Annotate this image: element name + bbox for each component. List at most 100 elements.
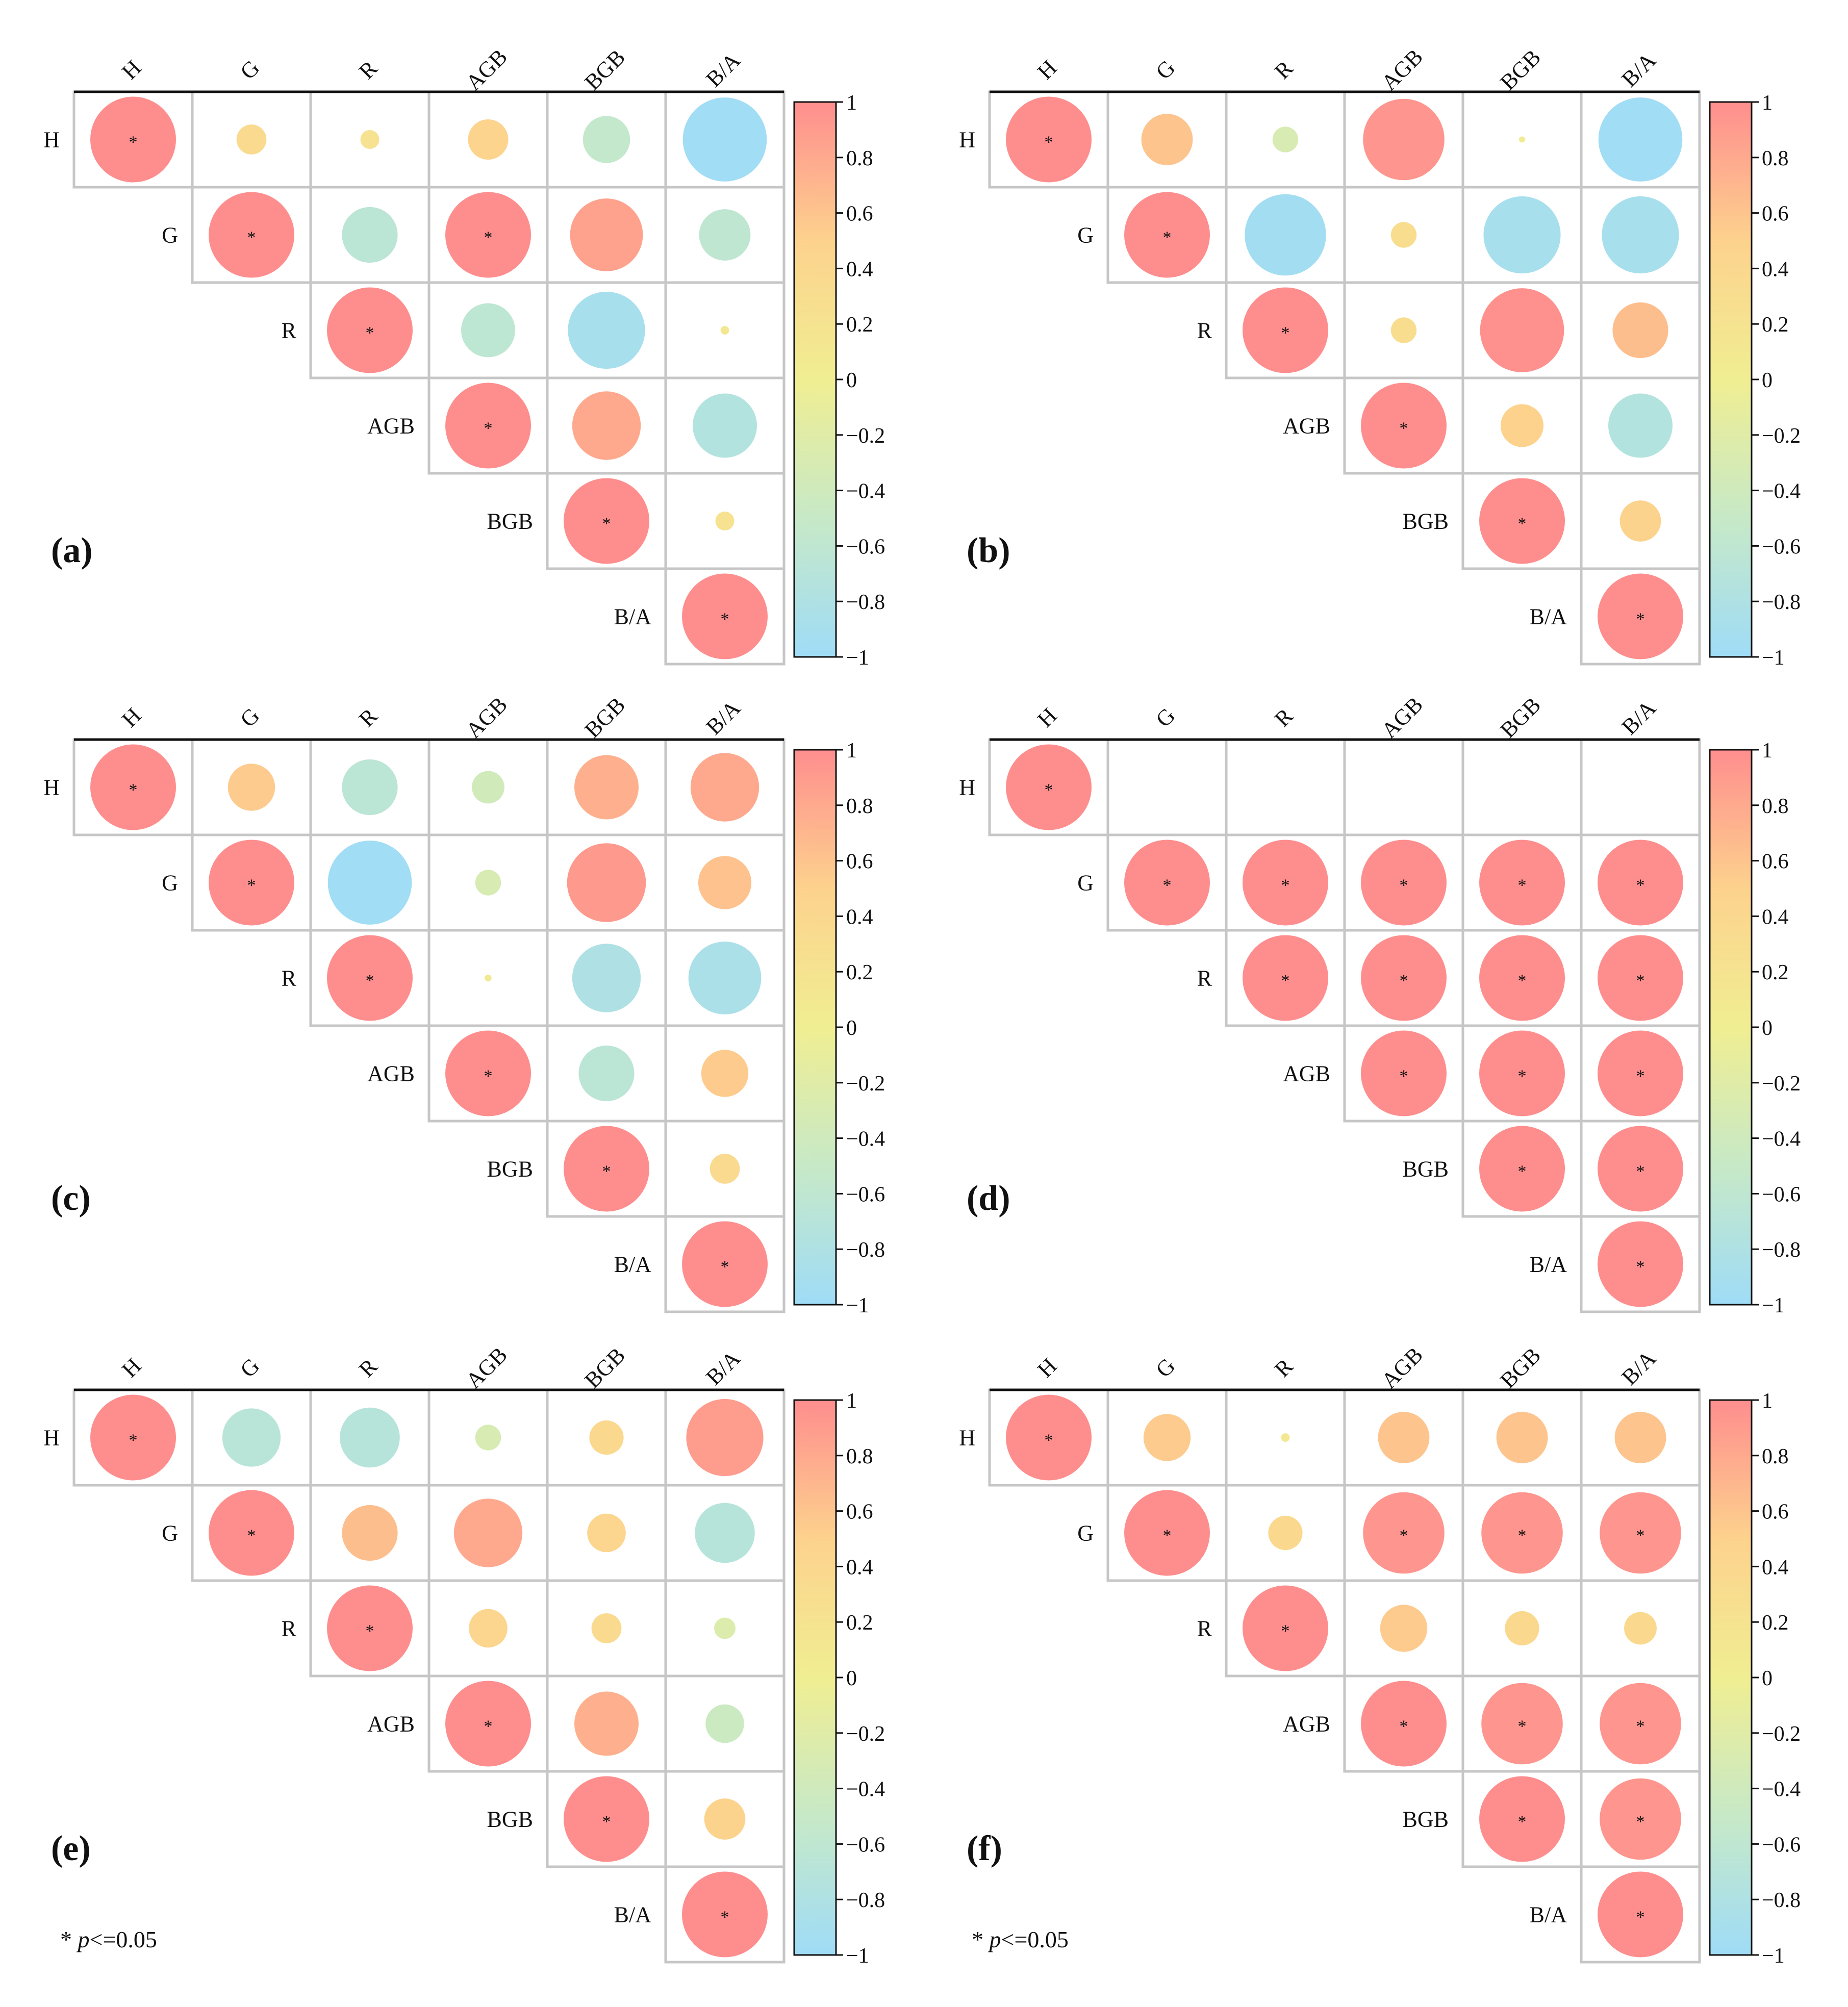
- column-label-agb: AGB: [1377, 44, 1428, 95]
- correlation-circle-1-1: [1124, 1490, 1210, 1576]
- correlation-circle-0-2: [342, 759, 398, 816]
- significance-marker-2-2: *: [1281, 1622, 1290, 1641]
- correlation-circle-1-4: [567, 843, 646, 922]
- correlation-circle-1-3: [453, 1498, 523, 1567]
- correlation-circle-3-3: [445, 1681, 531, 1767]
- correlation-circle-0-1: [1141, 114, 1193, 165]
- matrix-cell-0-5: [1580, 738, 1701, 836]
- column-label-g: G: [235, 1353, 264, 1382]
- matrix-cell-5-5: [664, 567, 786, 666]
- matrix-cell-5-5: [1580, 1865, 1701, 1964]
- correlation-circle-2-4: [1479, 935, 1565, 1021]
- column-label-r: R: [354, 1354, 383, 1382]
- correlation-panel-d: H G R AGB BGB B/A * * * * * * * * * * * * * * * * H G R AGB BGB B/A…: [959, 692, 1801, 1317]
- row-label-r: R: [1197, 966, 1212, 991]
- colorbar-tick-label-7: −0.4: [1762, 1128, 1801, 1151]
- correlation-circle-1-1: [209, 192, 294, 278]
- colorbar-tick-label-9: −0.8: [1762, 1889, 1801, 1912]
- correlation-circle-4-4: [564, 1126, 649, 1212]
- matrix-cell-5-5: [664, 1215, 786, 1313]
- correlation-circle-0-5: [682, 97, 767, 182]
- column-label-bgb: BGB: [1496, 693, 1546, 743]
- column-label-g: G: [235, 55, 264, 84]
- correlation-circle-2-4: [1480, 288, 1564, 372]
- correlation-circle-3-4: [1481, 1683, 1563, 1765]
- correlation-circle-1-2: [1268, 1515, 1303, 1551]
- correlation-circle-2-4: [1505, 1611, 1539, 1646]
- correlation-circle-1-4: [587, 1513, 626, 1553]
- colorbar-tick-label-8: −0.6: [846, 535, 885, 558]
- correlation-circle-5-5: [1598, 573, 1683, 659]
- colorbar-tick-label-8: −0.6: [1762, 535, 1801, 558]
- correlation-circle-2-3: [1361, 935, 1447, 1021]
- column-label-b-a: B/A: [1617, 695, 1661, 740]
- correlation-circle-2-5: [720, 326, 729, 335]
- matrix-cell-0-4: [1461, 738, 1583, 836]
- colorbar-tick-label-0: 1: [846, 739, 857, 763]
- matrix-cell-0-1: [1106, 738, 1228, 836]
- correlation-circle-2-3: [1380, 1605, 1428, 1652]
- correlation-circle-3-3: [1361, 1030, 1447, 1116]
- column-label-h: H: [1032, 1353, 1061, 1382]
- correlation-circle-2-3: [1390, 317, 1417, 343]
- significance-marker-5-5: *: [721, 1908, 729, 1927]
- correlation-panel-a: H G R AGB BGB B/A * * * * * * * H G R AGB BGB B/A (a) 1 0.8 0.…: [43, 44, 885, 670]
- colorbar-tick-label-2: 0.6: [1762, 202, 1789, 226]
- colorbar-tick-label-5: 0: [1762, 1667, 1773, 1690]
- colorbar-tick-label-5: 0: [846, 1667, 857, 1690]
- significance-note-left: * p<=0.05: [60, 1926, 157, 1953]
- column-label-r: R: [1270, 1354, 1298, 1382]
- significance-marker-0-0: *: [1045, 133, 1053, 152]
- colorbar: [793, 749, 837, 1306]
- column-label-h: H: [117, 55, 146, 84]
- significance-marker-3-3: *: [1400, 1067, 1408, 1086]
- colorbar-tick-label-3: 0.4: [1762, 905, 1789, 929]
- row-label-bgb: BGB: [487, 1157, 533, 1182]
- correlation-circle-1-2: [342, 207, 398, 263]
- colorbar-tick-label-1: 0.8: [1762, 147, 1789, 170]
- correlation-circle-4-5: [1600, 1778, 1681, 1860]
- correlation-circle-1-3: [1363, 1492, 1445, 1574]
- panel-label: (b): [967, 531, 1010, 570]
- column-label-b-a: B/A: [1617, 1345, 1661, 1390]
- note-p: p: [989, 1926, 1001, 1952]
- correlation-circle-2-5: [688, 942, 762, 1014]
- colorbar-tick-label-2: 0.6: [1762, 850, 1789, 874]
- row-label-agb: AGB: [1283, 414, 1330, 439]
- colorbar-tick-label-1: 0.8: [846, 795, 873, 818]
- significance-marker-2-2: *: [366, 324, 374, 343]
- row-label-agb: AGB: [367, 1712, 415, 1737]
- significance-marker-1-1: *: [247, 1527, 256, 1545]
- correlation-circle-3-3: [1361, 383, 1447, 469]
- significance-marker-5-5: *: [1636, 1258, 1645, 1277]
- column-label-bgb: BGB: [580, 45, 630, 95]
- correlation-circle-0-4: [1519, 136, 1525, 143]
- colorbar-tick-label-6: −0.2: [1762, 424, 1801, 448]
- row-label-agb: AGB: [367, 414, 415, 439]
- row-label-g: G: [1077, 871, 1094, 896]
- colorbar-tick-label-0: 1: [1762, 91, 1773, 115]
- matrix-cell-5-5: [664, 1865, 786, 1964]
- column-label-g: G: [235, 703, 264, 732]
- colorbar: [1709, 1399, 1753, 1956]
- correlation-circle-3-5: [1598, 1030, 1683, 1116]
- colorbar-tick-label-2: 0.6: [846, 850, 873, 874]
- correlation-circle-1-1: [209, 1490, 294, 1576]
- significance-marker-0-0: *: [129, 781, 138, 800]
- correlation-circle-3-4: [574, 1691, 639, 1756]
- note-symbol: *: [60, 1926, 72, 1952]
- significance-marker-1-1: *: [247, 876, 256, 895]
- correlation-panel-b: H G R AGB BGB B/A * * * * * * H G R AGB BGB B/A (b) 1 0.8 0.6…: [959, 44, 1801, 670]
- significance-marker-1-3: *: [1400, 876, 1408, 895]
- correlation-panel-c: H G R AGB BGB B/A * * * * * * H G R AGB BGB B/A (c) 1 0.8 0.6…: [43, 692, 885, 1317]
- correlation-circle-0-1: [222, 1408, 281, 1467]
- correlation-circle-1-5: [695, 1503, 755, 1563]
- row-label-r: R: [1197, 1616, 1212, 1641]
- column-label-b-a: B/A: [701, 47, 746, 92]
- row-label-h: H: [959, 775, 975, 800]
- correlation-circle-4-4: [1479, 1776, 1565, 1862]
- significance-marker-4-4: *: [602, 1162, 611, 1181]
- correlation-circle-0-3: [468, 119, 509, 160]
- column-label-b-a: B/A: [701, 1345, 746, 1390]
- matrix-cell-5-5: [1580, 567, 1701, 666]
